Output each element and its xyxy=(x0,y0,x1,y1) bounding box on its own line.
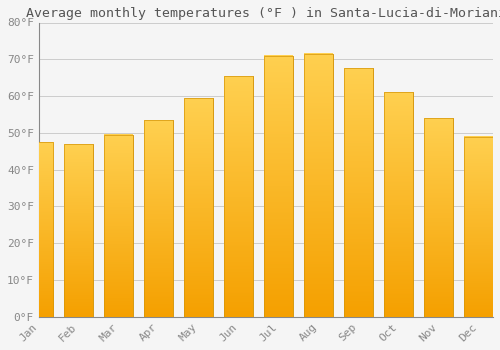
Bar xyxy=(464,136,493,317)
Bar xyxy=(64,144,93,317)
Bar xyxy=(24,142,53,317)
Bar xyxy=(424,118,453,317)
Bar xyxy=(224,76,253,317)
Bar xyxy=(264,56,293,317)
Bar xyxy=(144,120,173,317)
Bar xyxy=(384,92,413,317)
Bar xyxy=(344,69,373,317)
Bar xyxy=(224,76,253,317)
Bar xyxy=(344,69,373,317)
Bar xyxy=(144,120,173,317)
Bar xyxy=(64,144,93,317)
Bar xyxy=(384,92,413,317)
Title: Average monthly temperatures (°F ) in Santa-Lucia-di-Moriani: Average monthly temperatures (°F ) in Sa… xyxy=(26,7,500,20)
Bar xyxy=(464,136,493,317)
Bar xyxy=(304,54,333,317)
Bar xyxy=(424,118,453,317)
Bar xyxy=(184,98,213,317)
Bar xyxy=(104,135,133,317)
Bar xyxy=(104,135,133,317)
Bar xyxy=(24,142,53,317)
Bar xyxy=(304,54,333,317)
Bar xyxy=(264,56,293,317)
Bar xyxy=(184,98,213,317)
